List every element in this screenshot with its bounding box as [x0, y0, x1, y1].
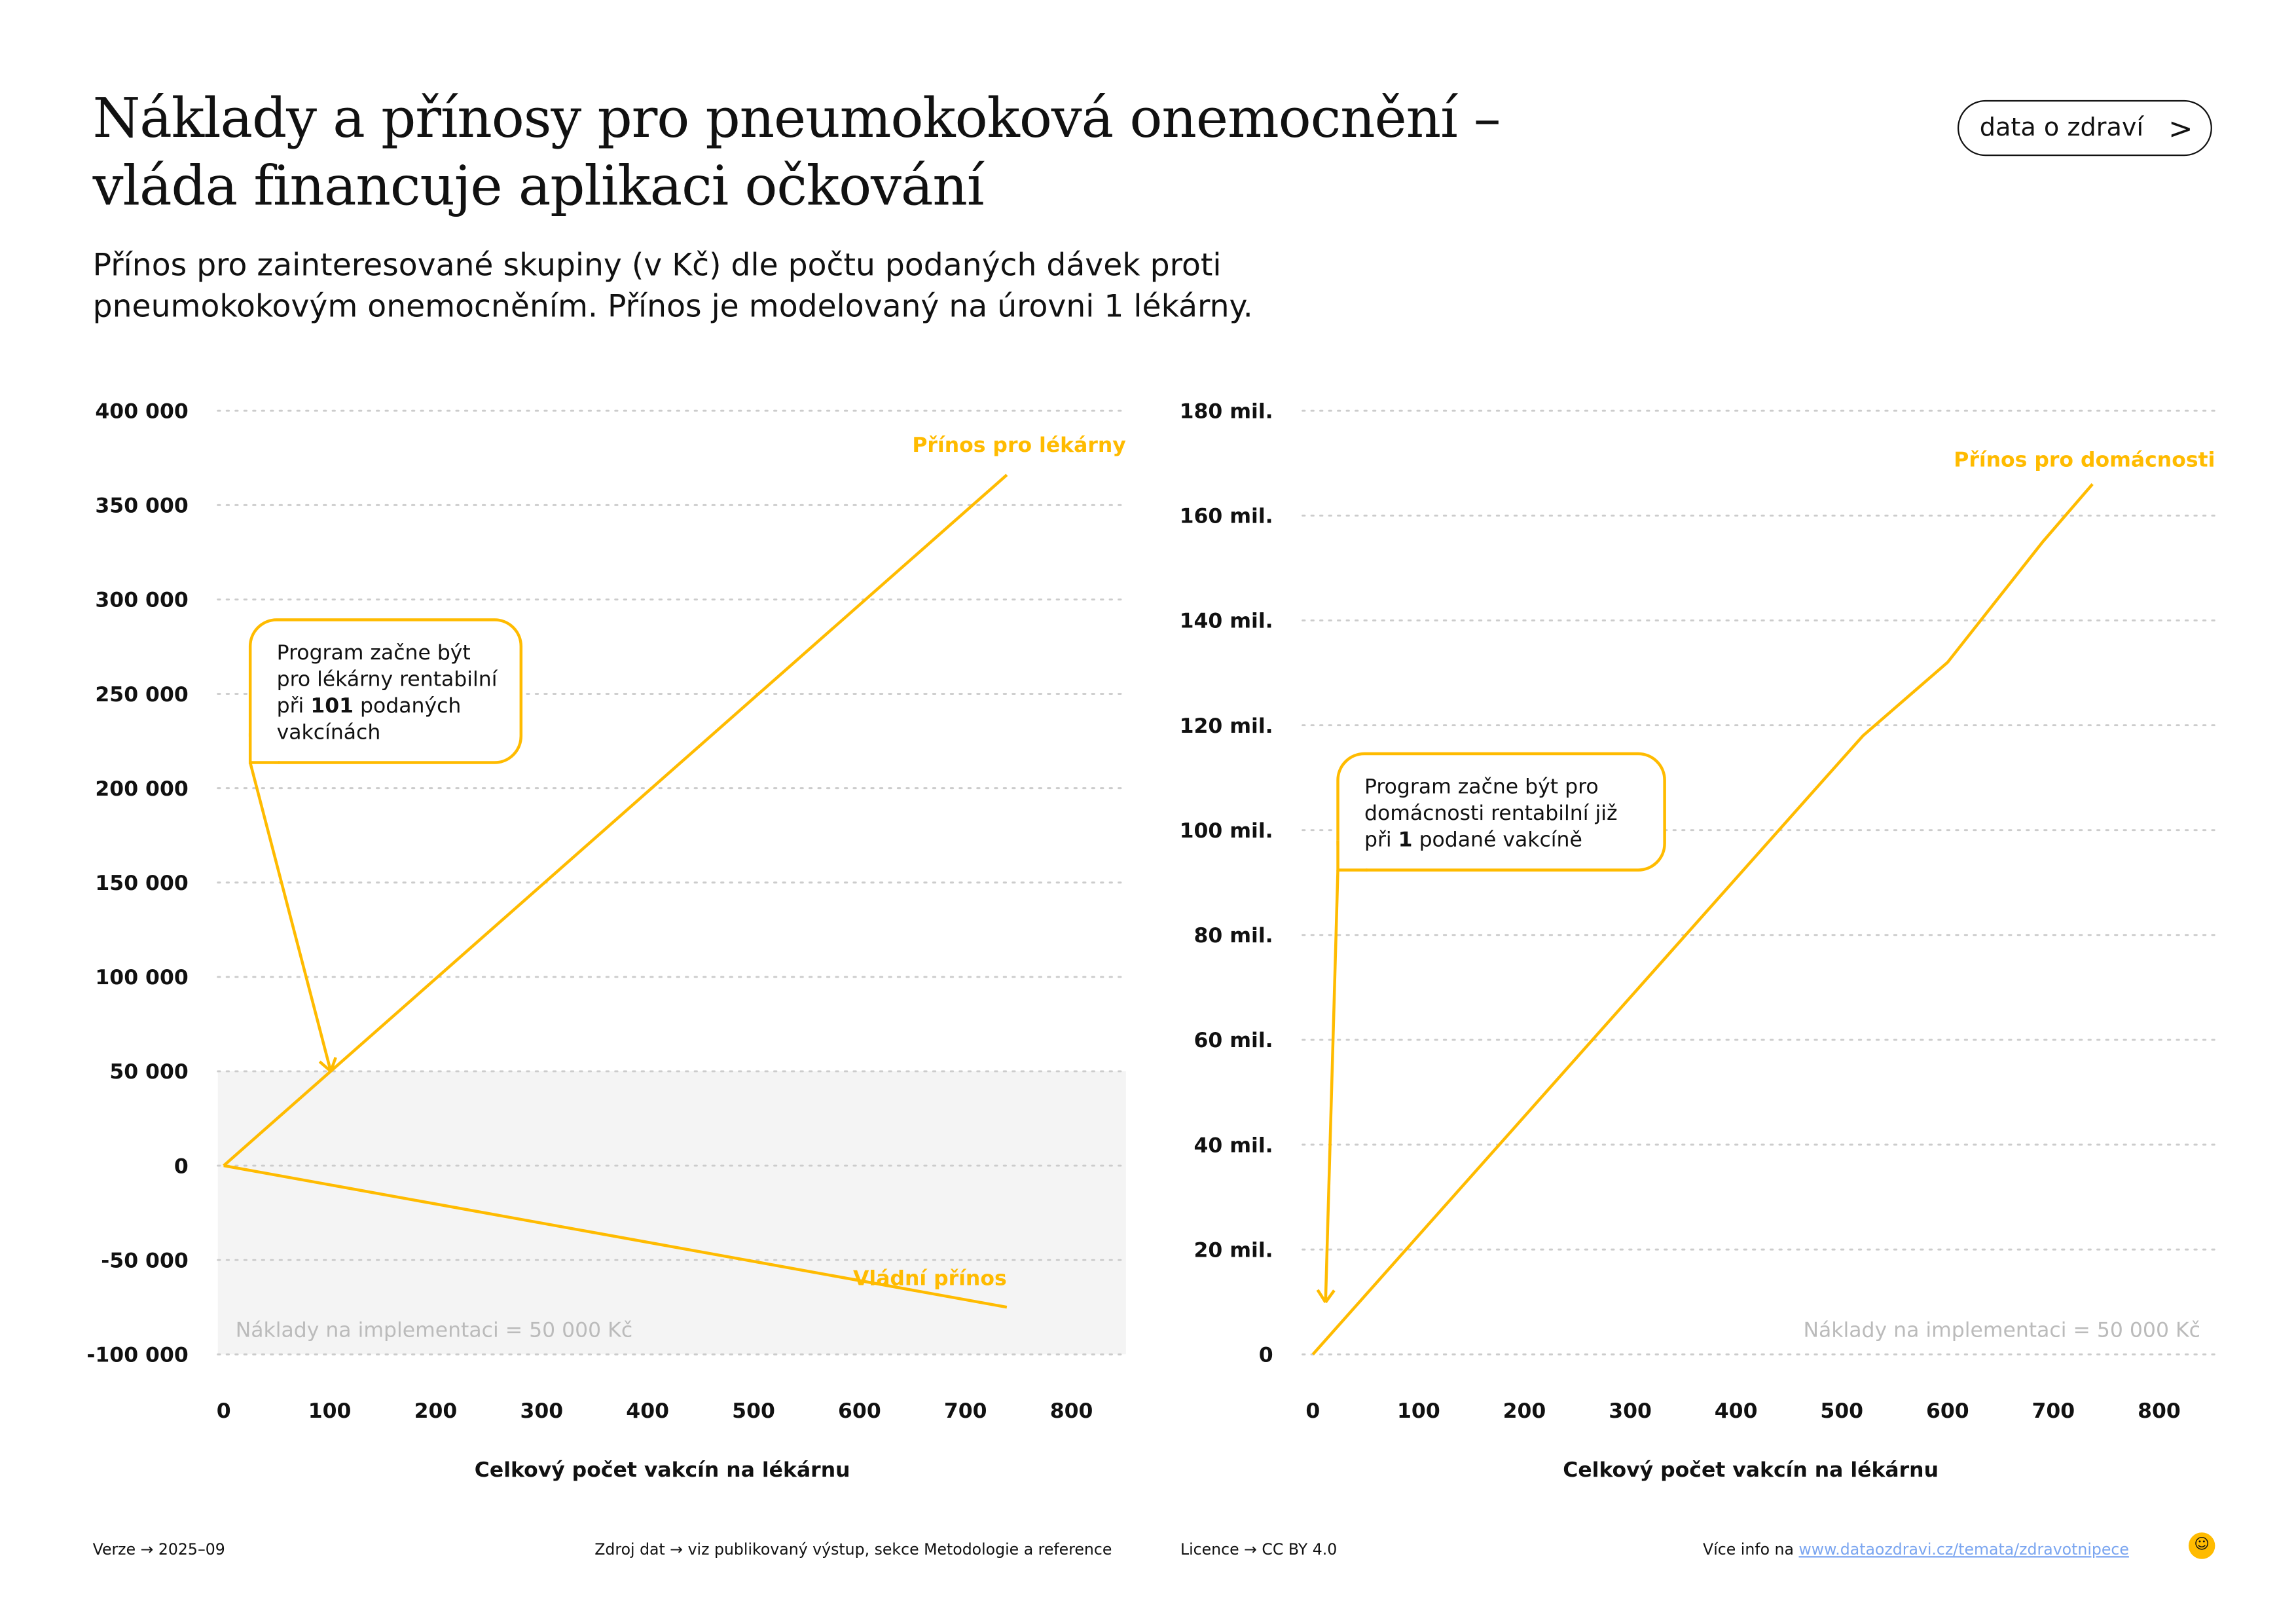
x-tick-label: 300	[1609, 1399, 1652, 1423]
y-tick-label: 200 000	[95, 777, 188, 801]
arrowhead-icon	[1316, 1289, 1327, 1303]
page-title: Náklady a přínosy pro pneumokoková onemo…	[93, 85, 1501, 221]
y-tick-label: 300 000	[95, 589, 188, 612]
arrowhead-icon	[329, 1057, 337, 1072]
badge-label: data o zdraví	[1979, 113, 2144, 143]
footer-version: Verze → 2025–09	[92, 1541, 225, 1559]
title-line: vláda financuje aplikaci očkování	[92, 155, 985, 218]
annotation-line: při 1 podané vakcíně	[1364, 828, 1582, 852]
y-tick-label: 0	[1259, 1343, 1273, 1367]
y-tick-label: -50 000	[101, 1249, 189, 1272]
annotation-box	[248, 618, 523, 764]
chevron-right-icon: >	[2168, 110, 2193, 146]
arrowhead-icon	[318, 1060, 332, 1073]
x-tick-label: 500	[732, 1399, 775, 1423]
y-tick-label: 40 mil.	[1194, 1134, 1273, 1157]
series-line	[1311, 483, 2094, 1356]
y-tick-label: 100 000	[95, 966, 188, 989]
x-tick-label: 700	[2032, 1399, 2075, 1423]
x-tick-label: 200	[414, 1399, 458, 1423]
x-tick-label: 800	[2138, 1399, 2181, 1423]
annotation-line: při 101 podaných	[277, 694, 462, 718]
cost-label: Náklady na implementaci = 50 000 Kč	[236, 1318, 632, 1342]
annotation-corner	[248, 733, 278, 764]
x-tick-label: 500	[1820, 1399, 1863, 1423]
x-axis-label: Celkový počet vakcín na lékárnu	[1563, 1458, 1939, 1482]
y-tick-label: 180 mil.	[1180, 399, 1273, 423]
y-tick-label: 100 mil.	[1180, 819, 1273, 843]
annotation-line: vakcínách	[277, 721, 381, 745]
footer-more-label: Více info na	[1703, 1541, 1799, 1559]
y-tick-label: 400 000	[95, 399, 188, 423]
x-tick-label: 600	[838, 1399, 881, 1423]
series-line	[223, 473, 1008, 1167]
x-axis-label: Celkový počet vakcín na lékárnu	[475, 1458, 850, 1482]
x-tick-label: 600	[1926, 1399, 1969, 1423]
annotation-pointer	[1324, 870, 1339, 1302]
y-tick-label: 120 mil.	[1180, 714, 1273, 738]
x-tick-label: 700	[944, 1399, 987, 1423]
y-tick-label: 350 000	[95, 494, 188, 518]
x-tick-label: 400	[1715, 1399, 1758, 1423]
x-tick-label: 100	[308, 1399, 352, 1423]
y-tick-label: 250 000	[95, 683, 188, 707]
shaded-region	[217, 1071, 1126, 1355]
series-label: Přínos pro lékárny	[912, 434, 1125, 457]
series-label: Přínos pro domácnosti	[1954, 449, 2215, 472]
data-o-zdravi-button[interactable]: data o zdraví >	[1957, 100, 2212, 157]
y-tick-label: 20 mil.	[1194, 1238, 1273, 1262]
footer-license: Licence → CC BY 4.0	[1180, 1541, 1338, 1559]
x-tick-label: 800	[1050, 1399, 1093, 1423]
arrowhead-icon	[1324, 1289, 1336, 1304]
x-tick-label: 200	[1503, 1399, 1546, 1423]
footer-link[interactable]: www.dataozdravi.cz/temata/zdravotnipece	[1798, 1541, 2129, 1559]
annotation-line: domácnosti rentabilní již	[1364, 802, 1617, 825]
subtitle: Přínos pro zainteresované skupiny (v Kč)…	[92, 247, 1253, 324]
annotation-line: Program začne být	[277, 641, 471, 665]
annotation-pointer	[249, 762, 333, 1072]
y-tick-label: 150 000	[95, 872, 188, 895]
y-tick-label: 140 mil.	[1180, 610, 1273, 633]
y-tick-label: -100 000	[86, 1343, 188, 1367]
annotation-corner	[1336, 840, 1366, 872]
series-label: Vládní přínos	[853, 1267, 1007, 1291]
footer-source: Zdroj dat → viz publikovaný výstup, sekc…	[594, 1541, 1112, 1559]
title-line: Náklady a přínosy pro pneumokoková onemo…	[92, 86, 1501, 151]
series-line	[223, 1164, 1008, 1309]
y-tick-label: 0	[174, 1154, 189, 1178]
x-tick-label: 100	[1397, 1399, 1440, 1423]
logo-icon: ☺	[2188, 1532, 2215, 1559]
annotation-line: Program začne být pro	[1364, 775, 1599, 799]
x-tick-label: 400	[626, 1399, 669, 1423]
footer-more: Více info na www.dataozdravi.cz/temata/z…	[1703, 1541, 2129, 1559]
x-tick-label: 0	[217, 1399, 231, 1423]
y-tick-label: 60 mil.	[1194, 1029, 1273, 1052]
annotation-box	[1336, 752, 1666, 872]
y-tick-label: 50 000	[109, 1060, 188, 1084]
y-tick-label: 80 mil.	[1194, 924, 1273, 948]
x-tick-label: 0	[1305, 1399, 1320, 1423]
cost-label: Náklady na implementaci = 50 000 Kč	[1803, 1318, 2200, 1342]
y-tick-label: 160 mil.	[1180, 505, 1273, 528]
x-tick-label: 300	[520, 1399, 563, 1423]
annotation-line: pro lékárny rentabilní	[277, 668, 498, 692]
annotation-corner-edge	[1336, 840, 1368, 872]
